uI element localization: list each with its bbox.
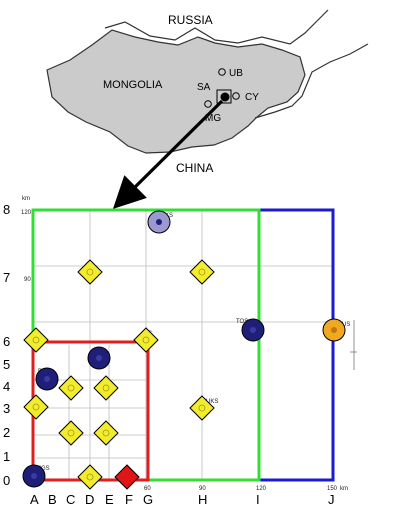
yellow-diamond-markers (23, 259, 215, 490)
diamond-marker (93, 420, 119, 446)
navy-circle-marker (35, 367, 59, 391)
row-label-8: 8 (3, 202, 10, 217)
diamond-marker (23, 327, 49, 353)
label-cy: CY (245, 92, 259, 103)
row-label-0: 0 (3, 473, 10, 488)
label-ub: UB (229, 68, 243, 79)
navy-circle-marker (22, 464, 46, 488)
locator-map: RUSSIA MONGOLIA CHINA UB SA CY MG (46, 9, 369, 175)
row-label-6: 6 (3, 334, 10, 349)
red-diamond-marker (114, 464, 140, 490)
navy-circle-marker (87, 346, 111, 370)
locator-arrow (112, 99, 224, 210)
label-mg: MG (205, 113, 221, 124)
study-area-box (216, 89, 232, 104)
col-label-j: J (328, 492, 335, 507)
blue-box (31, 208, 335, 482)
ytick-90: 90 (24, 277, 31, 283)
row-label-1: 1 (3, 449, 10, 464)
row-labels: 0 1 2 3 4 5 6 7 8 (3, 202, 10, 488)
place-marker-cy (232, 92, 240, 100)
diamond-marker (58, 420, 84, 446)
col-label-g: G (143, 492, 153, 507)
study-area-dot (220, 92, 230, 102)
row-label-3: 3 (3, 401, 10, 416)
grid-lines (33, 209, 334, 481)
diamond-marker (133, 327, 159, 353)
station-label-us: US (342, 322, 350, 328)
col-label-f: F (125, 492, 133, 507)
col-label-i: I (256, 492, 260, 507)
diamond-marker (23, 394, 49, 420)
col-label-c: C (66, 492, 75, 507)
label-russia: RUSSIA (168, 13, 213, 27)
xtick-60: 60 (144, 486, 151, 492)
col-label-d: D (85, 492, 94, 507)
col-label-h: H (198, 492, 207, 507)
label-sa: SA (197, 82, 211, 93)
col-label-a: A (30, 492, 39, 507)
label-china: CHINA (176, 161, 213, 175)
xtick-150: 150 (327, 486, 338, 492)
diamond-marker (58, 375, 84, 401)
china-border (254, 43, 369, 119)
km-unit-bottom: km (340, 486, 348, 492)
label-mongolia: MONGOLIA (103, 79, 163, 91)
row-label-7: 7 (3, 270, 10, 285)
place-marker-mg-ring (204, 100, 212, 108)
grid-panel: km 120 90 60 90 120 150 km 0 1 2 3 4 5 6… (3, 196, 357, 507)
column-labels: A B C D E F G H I J (30, 492, 335, 507)
orange-circle-marker (322, 318, 346, 342)
xtick-120: 120 (256, 486, 267, 492)
mongolia-shape (46, 29, 306, 154)
diamond-marker (93, 375, 119, 401)
row-label-5: 5 (3, 357, 10, 372)
station-label-ks-top: KS (165, 213, 173, 219)
row-label-2: 2 (3, 425, 10, 440)
russia-border (104, 9, 329, 45)
xtick-90: 90 (199, 486, 206, 492)
place-marker-ub (218, 68, 226, 76)
row-label-4: 4 (3, 379, 10, 394)
diamond-marker (189, 259, 215, 285)
diamond-marker (77, 464, 103, 490)
ytick-120: 120 (21, 210, 32, 216)
lavender-circle-marker (147, 210, 171, 234)
km-unit-top: km (22, 196, 30, 202)
col-label-b: B (48, 492, 57, 507)
station-label-tos: TOS (236, 319, 248, 325)
station-label-uks: UKS (206, 399, 218, 405)
navy-circle-marker (241, 318, 265, 342)
diamond-marker (189, 395, 215, 421)
diamond-marker (77, 259, 103, 285)
col-label-e: E (105, 492, 114, 507)
circle-markers (22, 210, 346, 488)
